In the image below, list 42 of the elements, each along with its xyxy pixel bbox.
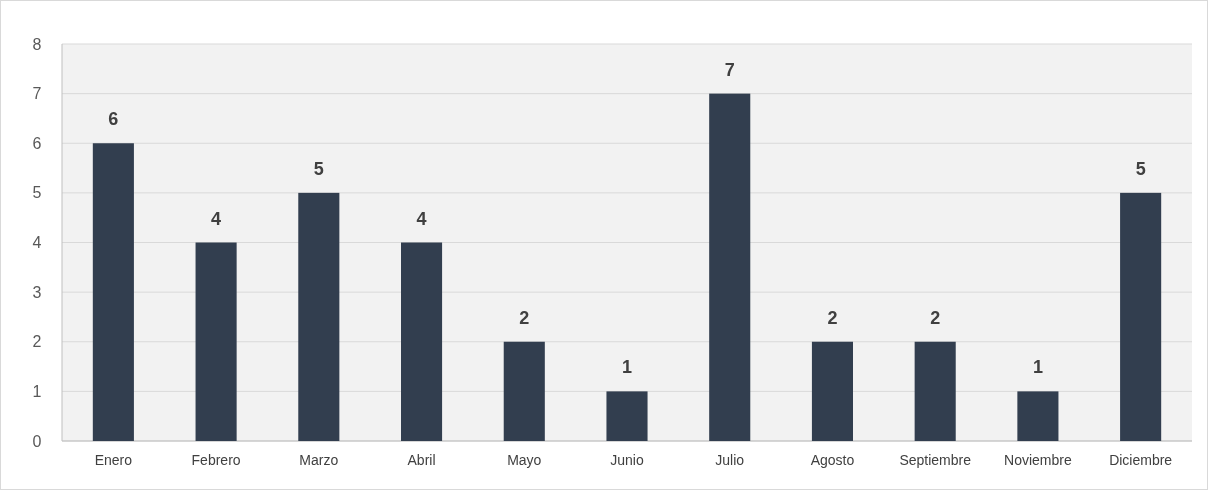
x-tick-label: Agosto [810,452,855,468]
bar [709,93,751,441]
bar [914,341,956,441]
data-label: 2 [519,307,530,328]
data-label: 2 [827,307,838,328]
bar [811,341,853,441]
data-label: 4 [416,208,427,229]
x-tick-label: Marzo [299,452,339,468]
x-tick-label: Febrero [191,452,241,468]
data-label: 6 [108,109,119,130]
x-tick-label: Julio [715,452,745,468]
x-tick-label: Diciembre [1109,452,1173,468]
y-tick-label: 8 [32,35,42,53]
y-tick-label: 5 [32,184,42,202]
data-label: 2 [930,307,941,328]
y-tick-label: 1 [32,382,42,400]
y-tick-label: 7 [32,85,42,103]
data-label: 4 [211,208,222,229]
x-tick-label: Abril [407,452,436,468]
bar [92,143,134,441]
y-tick-label: 2 [32,333,42,351]
data-label: 5 [1135,158,1146,179]
y-tick-label: 3 [32,283,42,301]
bar [606,391,648,441]
bar [195,242,237,441]
bar [298,192,340,441]
bar [503,341,545,441]
x-tick-label: Junio [610,452,644,468]
data-label: 1 [1032,357,1043,378]
bar [401,242,443,441]
x-tick-label: Septiembre [899,452,972,468]
y-tick-label: 4 [32,234,42,252]
y-tick-label: 6 [32,134,42,152]
bar [1017,391,1059,441]
y-tick-label: 0 [32,432,42,450]
bar [1120,192,1162,441]
x-tick-label: Enero [94,452,133,468]
data-label: 5 [313,158,324,179]
x-tick-label: Noviembre [1004,452,1072,468]
data-label: 7 [724,59,735,80]
x-tick-label: Mayo [507,452,542,468]
data-label: 1 [621,357,633,378]
